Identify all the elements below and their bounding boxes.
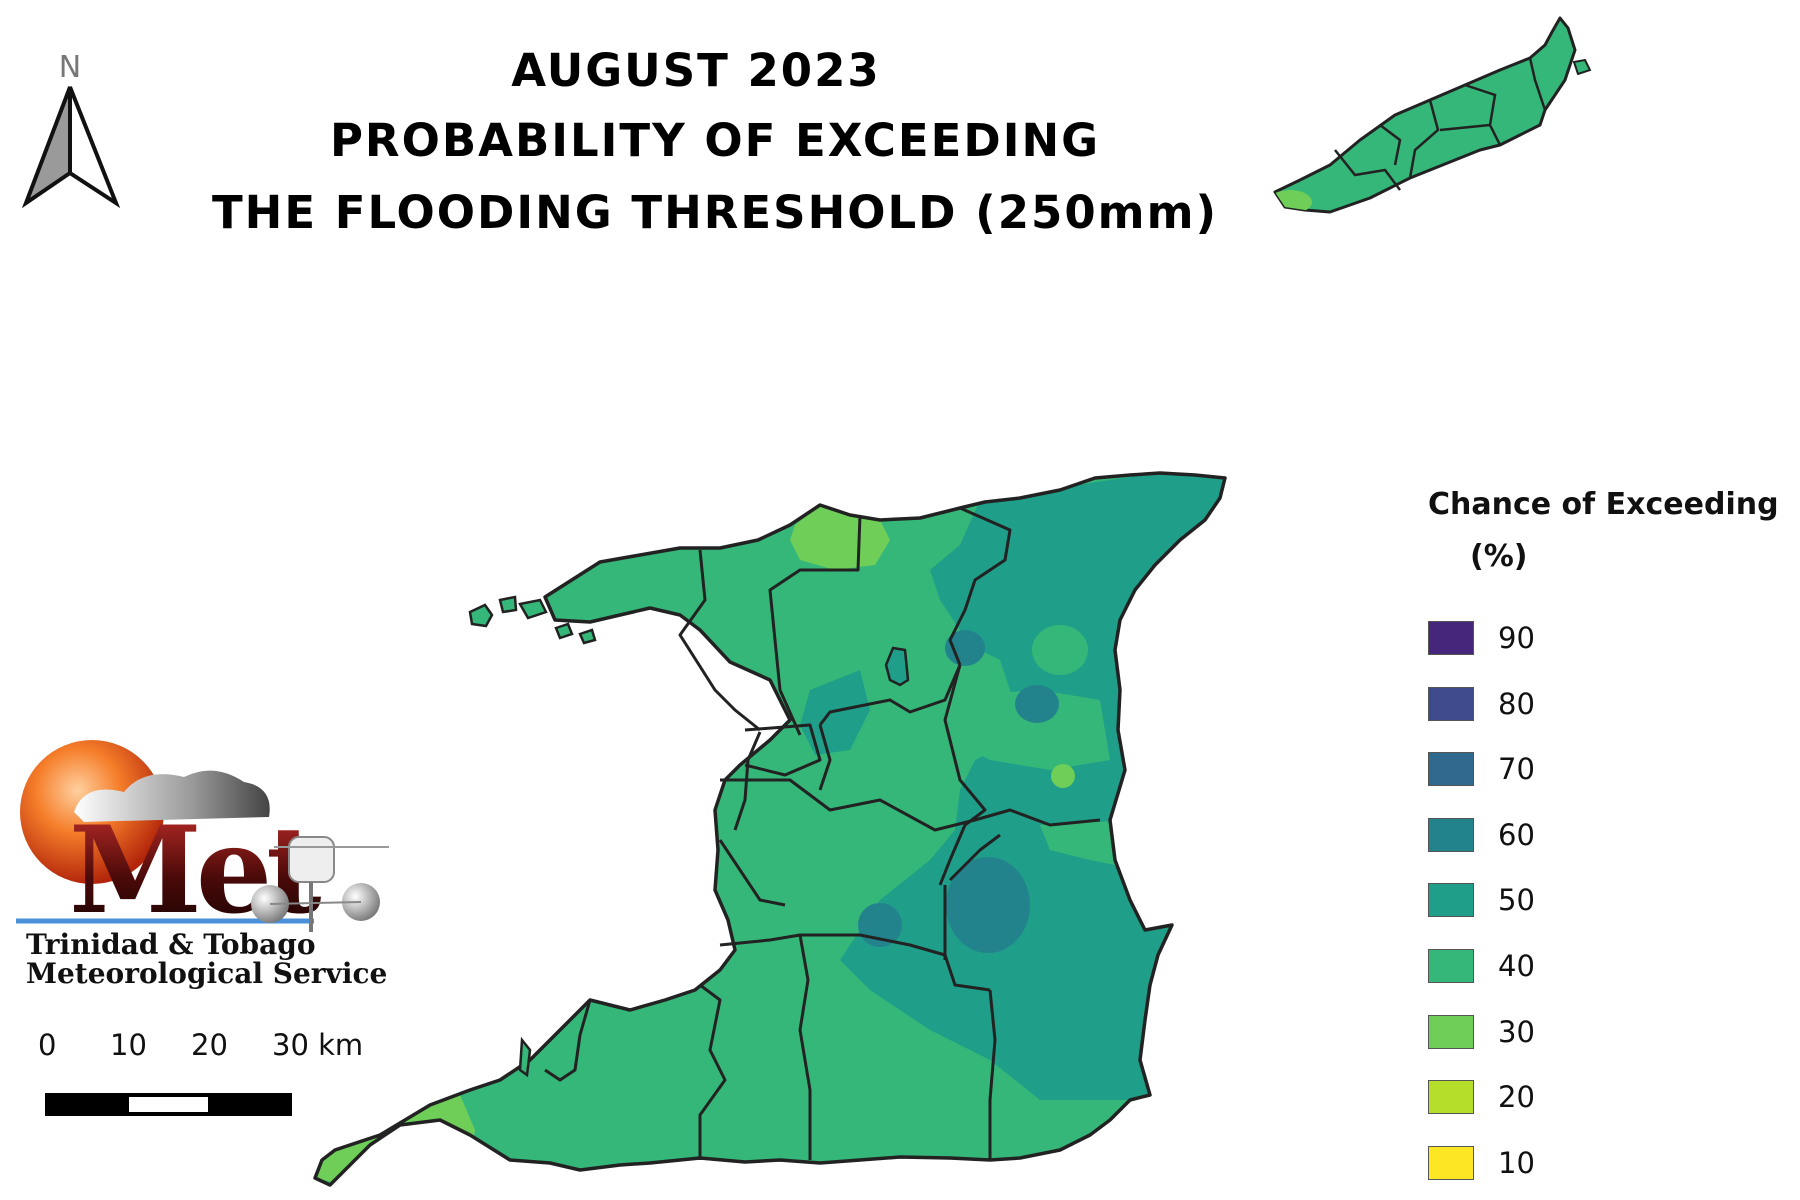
- legend-swatch-80: [1428, 686, 1474, 721]
- legend-swatch-20: [1428, 1080, 1474, 1115]
- tobago-coastline: [1273, 16, 1577, 214]
- legend-swatch-50: [1428, 883, 1474, 918]
- legend-item-10: 10: [1428, 1145, 1535, 1181]
- legend-label-80: 80: [1498, 686, 1535, 721]
- legend-label-70: 70: [1498, 752, 1535, 787]
- scale-label-30: 30 km: [272, 1028, 364, 1062]
- scale-label-10: 10: [110, 1028, 147, 1062]
- legend-item-90: 90: [1428, 620, 1535, 656]
- legend-label-90: 90: [1498, 621, 1535, 655]
- north-label: N: [59, 55, 81, 85]
- legend-item-40: 40: [1428, 948, 1535, 984]
- legend-item-50: 50: [1428, 882, 1535, 918]
- legend-title: Chance of Exceeding: [1428, 487, 1779, 522]
- legend-item-60: 60: [1428, 817, 1535, 853]
- zone-60-b: [1015, 685, 1059, 723]
- zone-30-southwest: [315, 1095, 475, 1185]
- legend-swatch-30: [1428, 1014, 1474, 1049]
- scale-bar: [45, 1093, 292, 1116]
- north-arrow-icon: N: [21, 55, 121, 209]
- zone-30-dot: [1051, 764, 1075, 788]
- org-name-line-2: Meteorological Service: [26, 957, 388, 990]
- legend-item-30: 30: [1428, 1014, 1535, 1050]
- tobago-island: [1273, 16, 1592, 214]
- legend-swatch-40: [1428, 949, 1474, 983]
- zone-30-north: [790, 505, 890, 570]
- trinidad-island: [313, 471, 1227, 1187]
- map-title-line-3: THE FLOODING THRESHOLD (250mm): [211, 186, 1219, 239]
- org-name-line-1: Trinidad & Tobago: [26, 928, 316, 961]
- cloud-icon: [74, 770, 270, 822]
- legend-label-40: 40: [1498, 949, 1535, 983]
- legend-swatch-60: [1428, 817, 1474, 852]
- regional-boundaries: [544, 506, 1101, 1160]
- met-wordmark: Met: [69, 800, 321, 941]
- legend-label-60: 60: [1498, 817, 1535, 852]
- zone-60-center: [946, 857, 1030, 953]
- legend-swatch-70: [1428, 752, 1474, 787]
- zone-40-bubble: [1032, 625, 1088, 675]
- legend-label-30: 30: [1498, 1014, 1535, 1049]
- inland-lake: [884, 646, 910, 687]
- legend-label-50: 50: [1498, 883, 1535, 918]
- legend-label-10: 10: [1498, 1145, 1535, 1180]
- weather-instruments-icon: [251, 836, 389, 932]
- trinidad-coastline: [313, 471, 1227, 1187]
- legend-swatch-90: [1428, 621, 1474, 655]
- legend-swatch-10: [1428, 1145, 1474, 1180]
- offshore-islands: [468, 595, 597, 1078]
- legend-item-80: 80: [1428, 686, 1535, 722]
- scale-label-20: 20: [191, 1028, 228, 1062]
- legend-unit: (%): [1470, 539, 1528, 574]
- zone-40-east-pocket: [950, 690, 1110, 770]
- scale-label-0: 0: [38, 1028, 57, 1062]
- tobago-islet: [1572, 58, 1592, 76]
- legend-label-20: 20: [1498, 1080, 1535, 1115]
- boundary-1: [678, 549, 761, 732]
- map-title-line-2: PROBABILITY OF EXCEEDING: [329, 114, 1101, 167]
- met-service-logo: Met: [16, 740, 389, 941]
- map-title-line-1: AUGUST 2023: [511, 44, 881, 97]
- legend-item-70: 70: [1428, 751, 1535, 787]
- zone-60-a: [945, 630, 985, 666]
- legend-item-20: 20: [1428, 1079, 1535, 1115]
- tobago-parish-boundaries: [1334, 57, 1547, 191]
